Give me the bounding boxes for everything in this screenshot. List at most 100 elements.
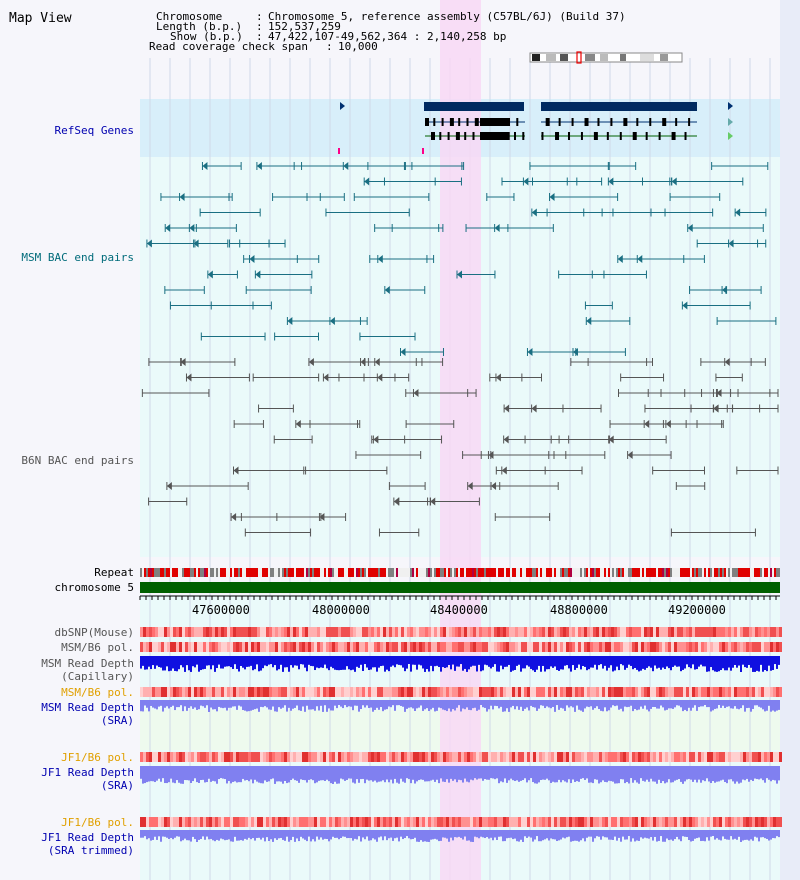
depth-bar [184, 656, 186, 672]
repeat-mark [692, 568, 694, 577]
depth-bar [584, 700, 586, 709]
depth-bar [352, 656, 354, 670]
heat-cell [704, 817, 707, 827]
depth-bar [584, 830, 586, 842]
repeat-mark [218, 568, 220, 577]
track-label-msm-read-depth-sra[interactable]: MSM Read Depth [41, 701, 134, 714]
track-label-b6n-bac[interactable]: B6N BAC end pairs [21, 454, 134, 467]
repeat-mark [616, 568, 618, 577]
heat-cell [164, 687, 167, 697]
depth-bar [544, 656, 546, 672]
repeat-mark [676, 568, 678, 577]
heat-cell [143, 752, 146, 762]
depth-bar [212, 830, 214, 841]
track-label-jf1-b6-pol-trim[interactable]: JF1/B6 pol. [61, 816, 134, 829]
depth-bar [172, 656, 174, 669]
depth-bar [518, 830, 520, 842]
heat-cell [692, 642, 695, 652]
track-label-msm-b6-pol[interactable]: MSM/B6 pol. [61, 641, 134, 654]
track-label-refseq[interactable]: RefSeq Genes [54, 124, 134, 137]
heat-cell [455, 752, 458, 762]
depth-bar [608, 830, 610, 840]
heat-cell [614, 817, 617, 827]
heat-cell [629, 752, 632, 762]
depth-bar [390, 700, 392, 708]
depth-bar [620, 830, 622, 842]
heat-cell [155, 687, 158, 697]
depth-bar [560, 656, 562, 670]
depth-bar [642, 766, 644, 781]
depth-bar [254, 656, 256, 670]
track-label-msm-bac[interactable]: MSM BAC end pairs [21, 251, 134, 264]
depth-bar [556, 656, 558, 670]
depth-bar [456, 656, 458, 667]
depth-bar [378, 700, 380, 710]
depth-bar [274, 656, 276, 666]
heat-cell [179, 627, 182, 637]
exon [508, 118, 510, 126]
heat-cell [560, 817, 563, 827]
depth-bar [264, 830, 266, 842]
heat-cell [683, 687, 686, 697]
depth-bar [712, 830, 714, 837]
heat-cell [524, 642, 527, 652]
repeat-mark [508, 568, 510, 577]
depth-bar [768, 766, 770, 780]
repeat-mark [260, 568, 262, 577]
heat-cell [197, 627, 200, 637]
depth-bar [218, 766, 220, 780]
track-label-msm-b6-pol-sra[interactable]: MSM/B6 pol. [61, 686, 134, 699]
heat-cell [179, 687, 182, 697]
track-label-jf1-read-depth[interactable]: JF1 Read Depth [41, 766, 134, 779]
repeat-mark [694, 568, 696, 577]
heat-cell [392, 627, 395, 637]
heat-cell [488, 817, 491, 827]
heat-cell [701, 817, 704, 827]
depth-bar [766, 766, 768, 779]
depth-bar [328, 766, 330, 782]
heat-cell [653, 627, 656, 637]
heat-cell [398, 817, 401, 827]
track-label-dbsnp[interactable]: dbSNP(Mouse) [54, 626, 134, 639]
heat-cell [266, 687, 269, 697]
depth-bar [616, 656, 618, 667]
depth-bar [260, 656, 262, 671]
repeat-mark [176, 568, 178, 577]
depth-bar [228, 830, 230, 840]
depth-bar [612, 830, 614, 841]
heat-cell [479, 752, 482, 762]
track-label-jf1-read-depth-trim[interactable]: JF1 Read Depth [41, 831, 134, 844]
heat-cell [449, 642, 452, 652]
bac-end-arrow [608, 177, 614, 186]
depth-bar [762, 700, 764, 710]
depth-bar [232, 830, 234, 842]
depth-bar [696, 830, 698, 839]
heat-cell [488, 687, 491, 697]
heat-cell [611, 817, 614, 827]
heat-cell [746, 627, 749, 637]
depth-bar [164, 766, 166, 784]
depth-bar [526, 700, 528, 708]
repeat-mark [290, 568, 292, 577]
heat-cell [683, 642, 686, 652]
depth-bar [314, 766, 316, 784]
repeat-mark [288, 568, 290, 577]
heat-cell [518, 752, 521, 762]
depth-bar [272, 700, 274, 707]
depth-bar [684, 830, 686, 837]
track-label-msm-read-depth-cap[interactable]: MSM Read Depth [41, 657, 134, 670]
depth-bar [626, 700, 628, 708]
depth-bar [678, 656, 680, 667]
track-label-jf1-b6-pol[interactable]: JF1/B6 pol. [61, 751, 134, 764]
depth-bar [162, 700, 164, 712]
depth-bar [262, 830, 264, 838]
depth-bar [590, 766, 592, 783]
heat-cell [716, 642, 719, 652]
heat-cell [719, 687, 722, 697]
chromosome-bar [140, 582, 780, 593]
depth-bar [558, 656, 560, 671]
depth-bar [358, 830, 360, 837]
depth-bar [342, 656, 344, 670]
heat-cell [293, 687, 296, 697]
